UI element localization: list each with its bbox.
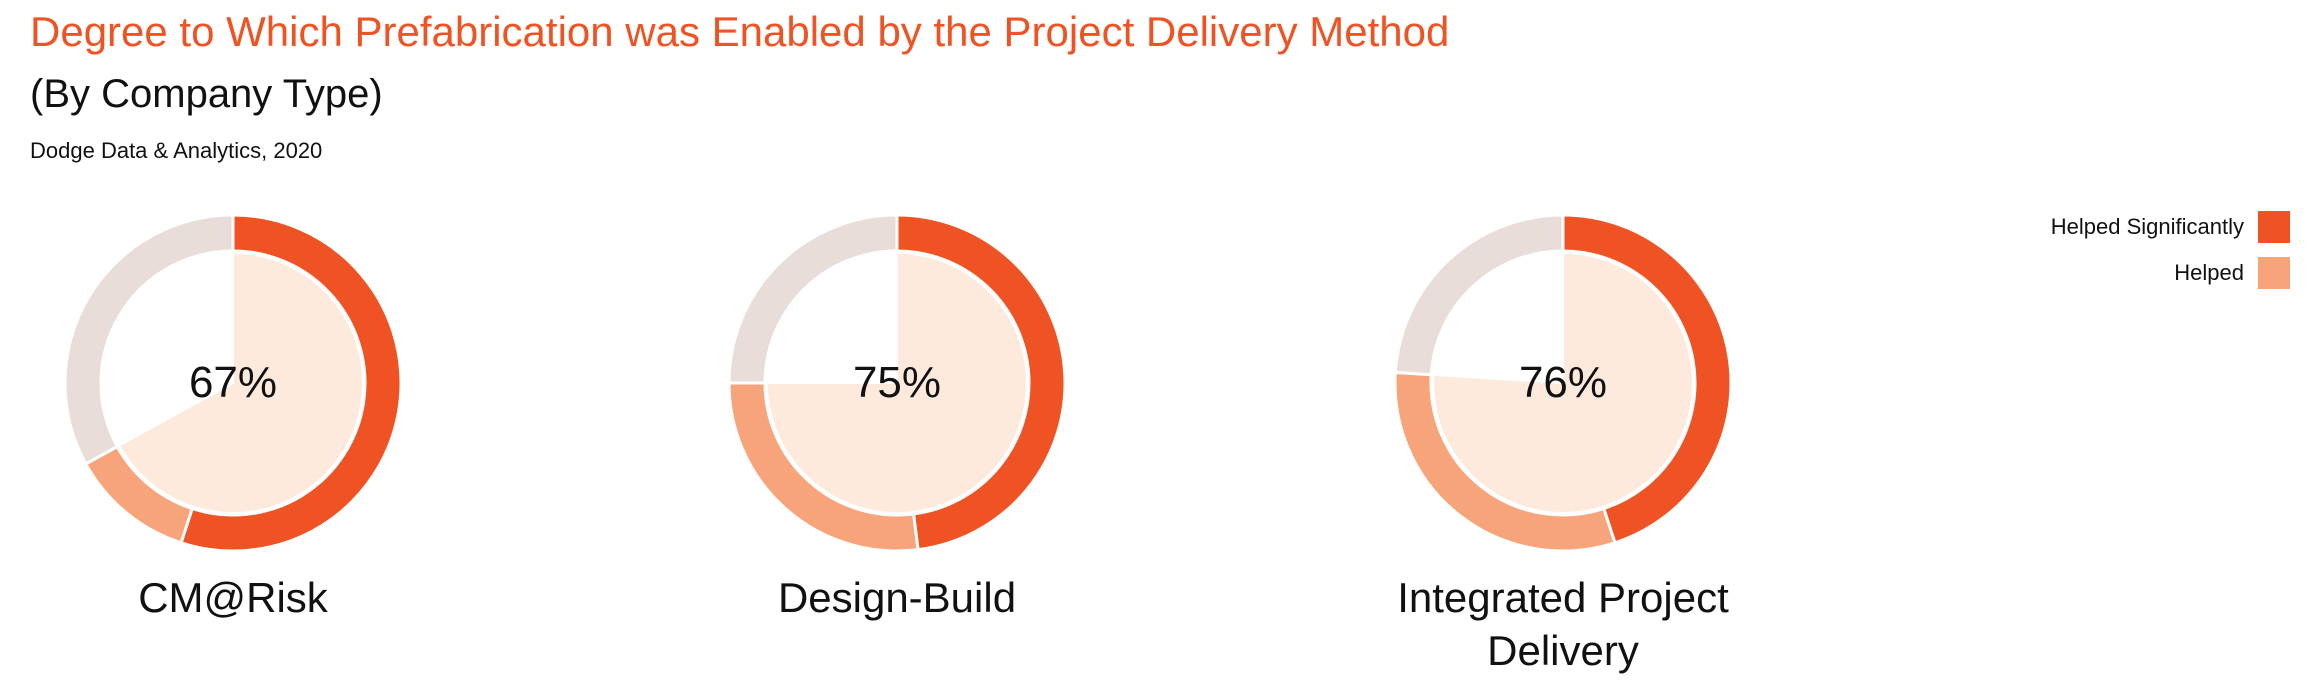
inner-total-fill xyxy=(765,251,1028,514)
center-percentage: 76% xyxy=(1519,358,1607,407)
slice-helped-significantly xyxy=(1561,213,1733,545)
legend-item-helped: Helped xyxy=(1970,256,2290,290)
chart-subtitle: (By Company Type) xyxy=(30,72,383,116)
legend: Helped Significantly Helped xyxy=(1970,210,2290,302)
legend-swatch-helped xyxy=(2258,257,2290,289)
center-percentage: 75% xyxy=(853,358,941,407)
category-label: Integrated Project xyxy=(1397,574,1729,621)
slice-helped-significantly xyxy=(179,213,403,553)
slice-other xyxy=(63,213,235,466)
inner-total-fill xyxy=(117,251,364,514)
slice-helped-significantly xyxy=(895,213,1067,552)
slice-other xyxy=(727,213,899,385)
donut-chart-2: 75% Design-Build xyxy=(727,213,1067,621)
legend-item-helped-significantly: Helped Significantly xyxy=(1970,210,2290,244)
legend-label: Helped Significantly xyxy=(2050,214,2244,239)
chart-source: Dodge Data & Analytics, 2020 xyxy=(30,138,323,163)
donut-chart-3: 76% Integrated Project Delivery xyxy=(1393,213,1733,674)
category-label: Design-Build xyxy=(778,574,1016,621)
category-label: Delivery xyxy=(1487,627,1639,674)
legend-label: Helped xyxy=(2174,260,2244,285)
donut-chart-1: 67% CM@Risk xyxy=(63,213,403,621)
legend-swatch-helped-significantly xyxy=(2258,211,2290,243)
category-label: CM@Risk xyxy=(138,574,329,621)
inner-total-fill xyxy=(1432,251,1694,514)
center-percentage: 67% xyxy=(189,358,277,407)
chart-title: Degree to Which Prefabrication was Enabl… xyxy=(30,8,1450,55)
slice-other xyxy=(1393,213,1565,377)
